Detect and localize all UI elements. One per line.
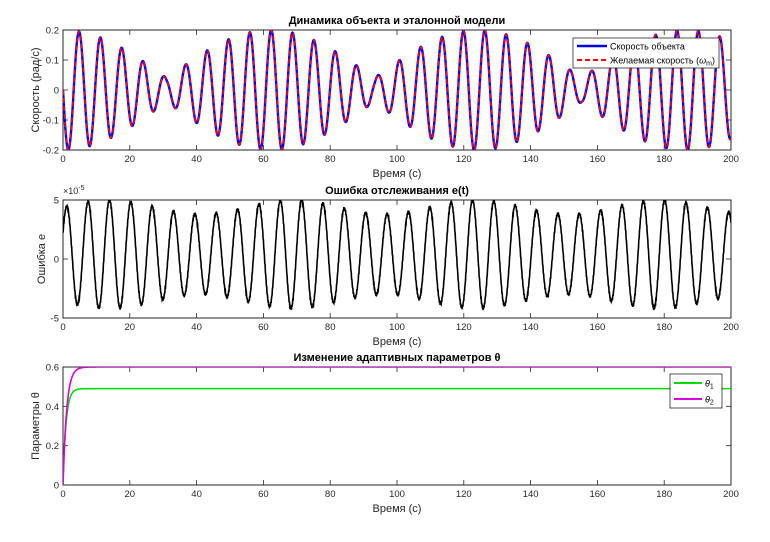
panel-1-xlabel: Время (с) [373,168,422,180]
y-tick-label: 0.4 [46,402,59,413]
legend-desired-sub: m [706,61,712,68]
panel-1-title: Динамика объекта и эталонной модели [289,15,506,27]
y-tick-label: 0.2 [46,26,59,37]
theta2-symbol: θ [705,395,710,405]
theta1-sub: 1 [710,384,714,391]
x-tick-label: 200 [723,154,739,165]
x-tick-label: 20 [125,154,136,165]
legend-desired-close: ) [712,56,715,66]
exponent-base: ×10 [63,186,78,196]
panel-2-xlabel: Время (с) [373,336,422,348]
y-tick-label: 5 [54,196,59,207]
x-tick-label: 180 [656,154,672,165]
panel-3-legend: θ1 θ2 [669,373,723,409]
x-tick-label: 80 [325,322,336,333]
x-tick-label: 140 [523,489,539,500]
legend-label-theta2: θ2 [705,395,714,407]
x-tick-label: 180 [656,322,672,333]
theta1-symbol: θ [705,379,710,389]
series-line-1-2 [63,30,731,150]
x-tick-label: 60 [258,322,269,333]
y-tick-label: 0.2 [46,441,59,452]
x-tick-label: 60 [258,489,269,500]
x-tick-label: 40 [191,489,202,500]
panel-1-ylabel: Скорость (рад/с) [30,47,42,132]
panel-3-axes-box [62,366,732,486]
theta2-sub: 2 [710,400,714,407]
x-tick-label: 20 [125,322,136,333]
x-tick-label: 80 [325,154,336,165]
panel-1-legend: Скорость объекта Желаемая скорость (ωm) [572,37,720,69]
x-tick-label: 160 [589,489,605,500]
y-tick-label: -0.2 [43,146,59,157]
panel-3-title: Изменение адаптивных параметров θ [294,352,501,364]
x-tick-label: 200 [723,489,739,500]
x-tick-label: 160 [589,322,605,333]
y-tick-label: 0.6 [46,363,59,374]
x-tick-label: 0 [60,489,65,500]
x-tick-label: 140 [523,322,539,333]
x-tick-label: 0 [60,322,65,333]
legend-label-plant-velocity: Скорость объекта [610,42,685,52]
x-tick-label: 180 [656,489,672,500]
x-tick-label: 60 [258,154,269,165]
panel-2-ylabel: Ошибка e [36,234,48,284]
x-tick-label: 120 [456,154,472,165]
x-tick-label: 160 [589,154,605,165]
x-tick-label: 40 [191,154,202,165]
panel-2-exponent-label: ×10-5 [63,185,85,196]
panel-1-legend-box [572,37,720,69]
y-tick-label: -5 [51,314,59,325]
exponent-power: -5 [78,185,84,192]
panel-3-ticks: 0 20 40 60 80 100 120 140 160 180 200 0 0.2 0.4 0.6 [46,363,739,501]
x-tick-label: 100 [389,489,405,500]
legend-desired-main: Желаемая скорость ( [610,56,699,66]
series-line-3-2 [63,367,731,485]
panel-1-series [63,30,731,150]
x-tick-label: 120 [456,322,472,333]
y-tick-label: 0 [54,481,59,492]
x-tick-label: 80 [325,489,336,500]
x-tick-label: 100 [389,154,405,165]
series-line-2-1 [63,200,731,311]
x-tick-label: 0 [60,154,65,165]
panel-3-xlabel: Время (с) [373,503,422,515]
series-line-3-1 [63,387,731,485]
panel-2-ticks: 0 20 40 60 80 100 120 140 160 180 200-505 [51,196,739,334]
legend-desired-symbol: ω [699,56,706,66]
panel-2-title: Ошибка отслеживания e(t) [325,185,469,197]
panel-2-series [63,200,731,311]
panel-3-ylabel: Параметры θ [30,392,42,460]
panel-2-error: 0 20 40 60 80 100 120 140 160 180 200-505 Ошибка о… [36,185,739,348]
panel-3-legend-box [669,373,723,409]
y-tick-label: -0.1 [43,116,59,127]
x-tick-label: 200 [723,322,739,333]
panel-3-series [63,367,731,485]
legend-label-theta1: θ1 [705,379,714,391]
x-tick-label: 140 [523,154,539,165]
legend-label-desired-velocity: Желаемая скорость (ωm) [610,56,715,68]
x-tick-label: 20 [125,489,136,500]
y-tick-label: 0 [54,86,59,97]
panel-1-velocity: 0 20 40 60 80 100 120 140 160 180 200 -0.2 -0.1 0 0.1 0… [30,15,739,180]
y-tick-label: 0.1 [46,56,59,67]
x-tick-label: 40 [191,322,202,333]
y-tick-label: 0 [54,255,59,266]
x-tick-label: 100 [389,322,405,333]
panel-3-parameters: 0 20 40 60 80 100 120 140 160 180 200 0 0.2 0.4 0.6 Из… [30,352,739,515]
x-tick-label: 120 [456,489,472,500]
